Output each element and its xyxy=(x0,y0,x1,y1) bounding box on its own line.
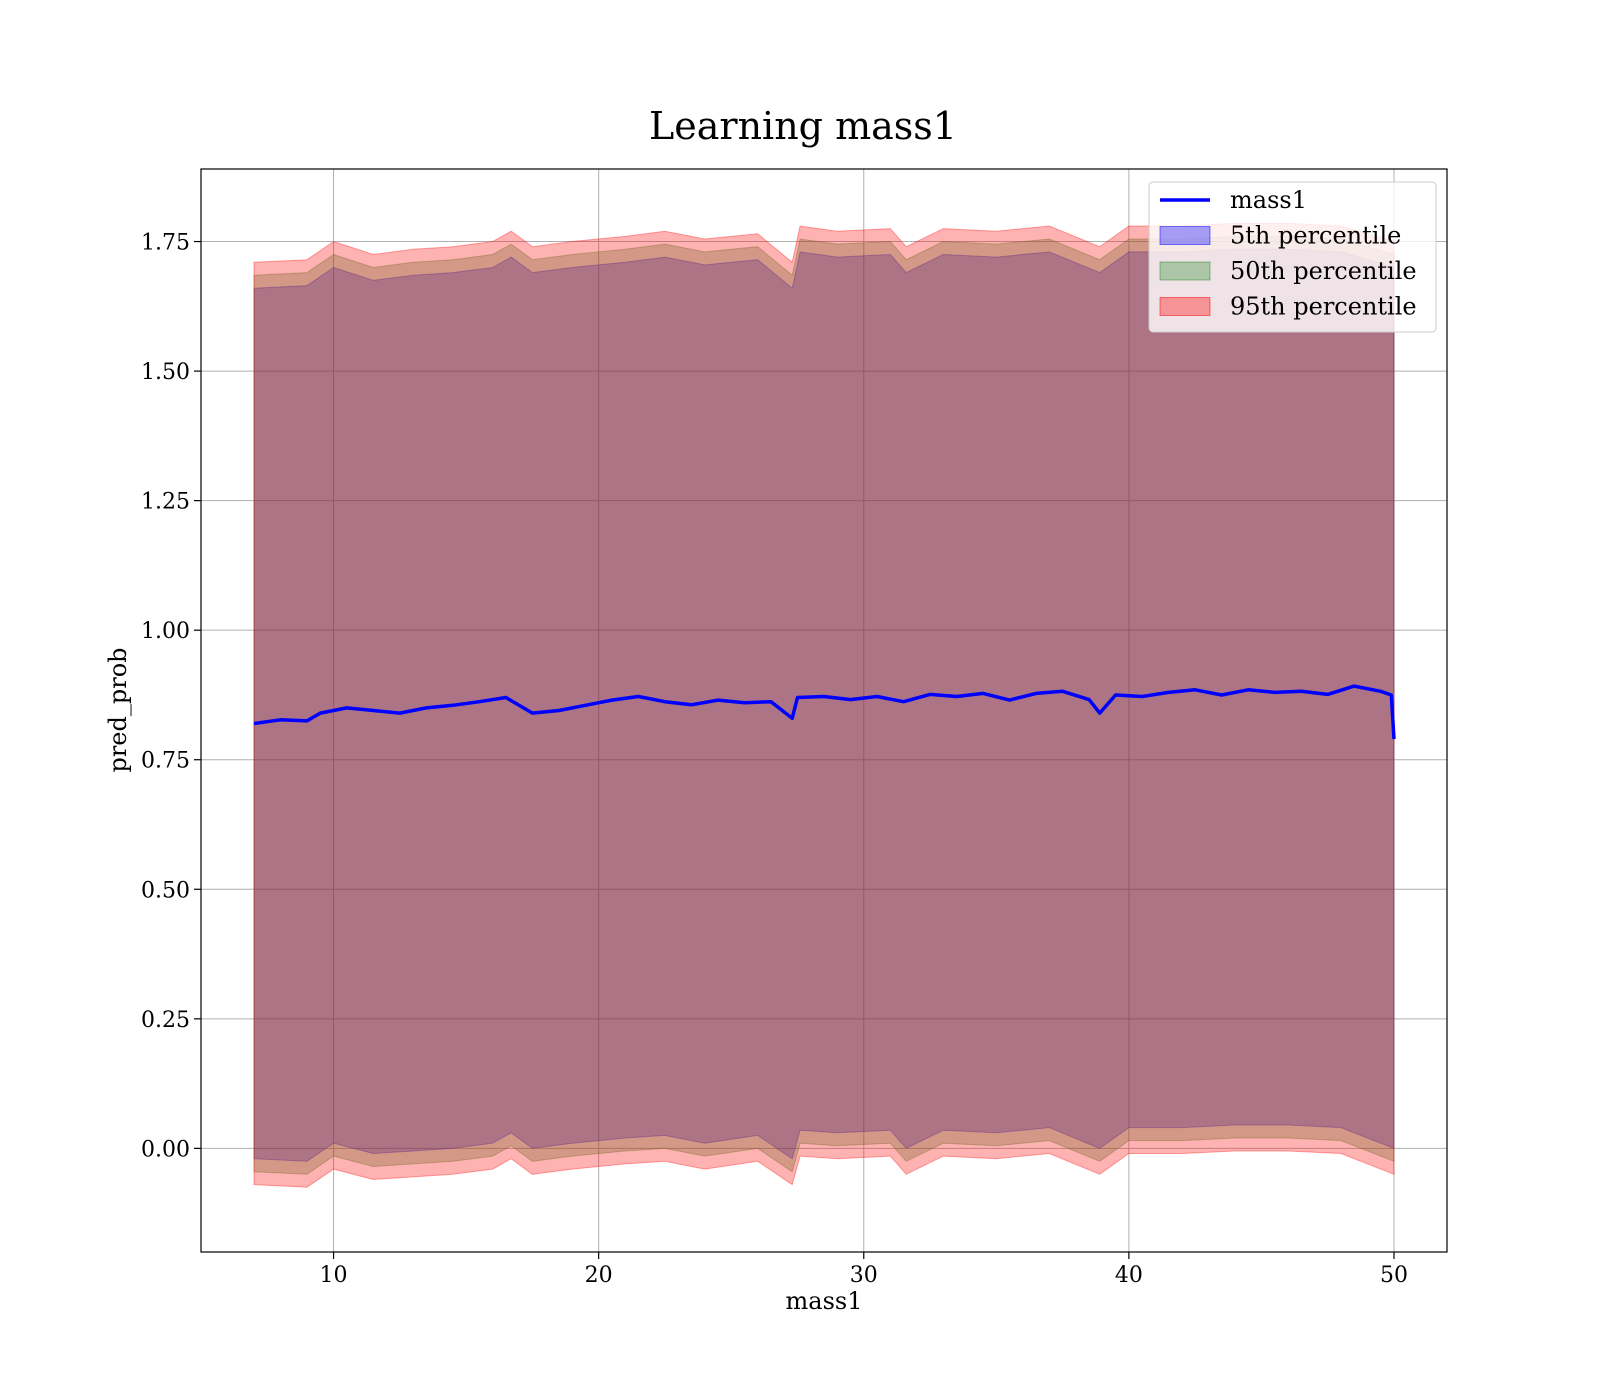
chart-title: Learning mass1 xyxy=(649,104,957,148)
series-line-mass1 xyxy=(253,684,1396,740)
legend-swatch-50th-percentile xyxy=(1159,261,1211,281)
legend-label-5th-percentile: 5th percentile xyxy=(1230,222,1401,250)
x-tick-label: 40 xyxy=(1115,1263,1143,1288)
y-axis-label: pred_prob xyxy=(104,647,132,772)
band-95th-percentile xyxy=(253,222,1395,1188)
legend-label-50th-percentile: 50th percentile xyxy=(1230,257,1417,285)
y-tick-label: 0.50 xyxy=(141,878,190,903)
x-tick-label: 30 xyxy=(850,1263,878,1288)
x-tick-label: 50 xyxy=(1380,1263,1408,1288)
x-tick-label: 20 xyxy=(585,1263,613,1288)
legend-swatch-95th-percentile xyxy=(1159,297,1211,316)
plot-frame xyxy=(200,168,1448,1253)
y-tick-label: 1.50 xyxy=(141,360,190,385)
lines-layer xyxy=(253,684,1396,740)
y-tick-label: 1.00 xyxy=(141,619,190,644)
y-tick-label: 0.75 xyxy=(141,749,190,774)
band-5th-percentile xyxy=(253,248,1395,1162)
y-tick-label: 0.00 xyxy=(141,1137,190,1162)
y-axis: 0.00 0.25 0.50 0.75 1.00 1.25 1.50 1.75 xyxy=(141,231,201,1162)
legend-items: mass1 5th percentile 50th percentile 95th p… xyxy=(1159,186,1417,321)
y-tick-label: 1.75 xyxy=(141,231,190,256)
x-axis-label: mass1 xyxy=(786,1287,863,1315)
y-tick-label: 0.25 xyxy=(141,1008,190,1033)
legend-label-mass1: mass1 xyxy=(1230,186,1307,214)
bands-layer xyxy=(253,222,1395,1188)
legend-box xyxy=(1148,181,1437,333)
y-tick-label: 1.25 xyxy=(141,490,190,515)
grid-layer xyxy=(201,169,1447,1252)
x-axis: 10 20 30 40 50 xyxy=(320,1252,1408,1288)
legend-swatch-5th-percentile xyxy=(1159,226,1211,245)
x-tick-label: 10 xyxy=(320,1263,348,1288)
legend-label-95th-percentile: 95th percentile xyxy=(1230,293,1417,321)
legend: mass1 5th percentile 50th percentile 95th p… xyxy=(1148,181,1437,333)
band-50th-percentile xyxy=(253,235,1395,1175)
